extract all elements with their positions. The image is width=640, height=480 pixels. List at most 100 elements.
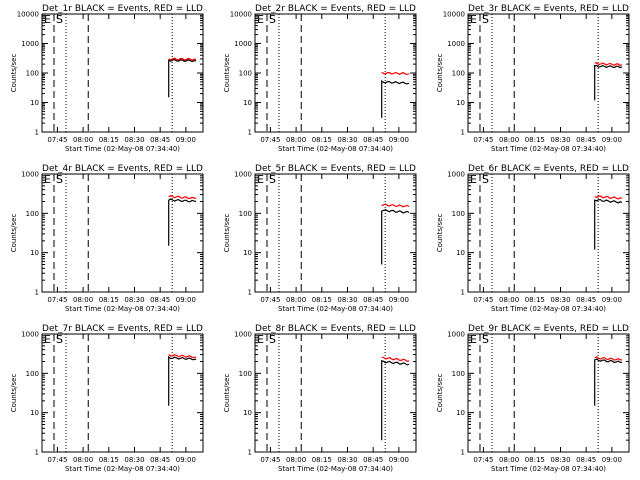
- x-tick-label: 08:45: [363, 136, 383, 144]
- x-tick-label: 08:30: [550, 296, 570, 304]
- x-tick-label: 08:30: [124, 136, 144, 144]
- series-line: [168, 58, 197, 98]
- x-tick-label: 08:45: [150, 456, 170, 464]
- plot-frame: [467, 173, 630, 293]
- plot-frame: [41, 13, 204, 133]
- x-tick-label: 08:30: [124, 296, 144, 304]
- x-tick-label: 08:00: [286, 296, 306, 304]
- time-marker-label: E: [257, 173, 264, 186]
- y-tick-label: 10: [456, 249, 465, 257]
- x-tick-label: 07:45: [260, 136, 280, 144]
- chart-panel: Det_4r BLACK = Events, RED = LLD 1 10 100 10…: [10, 164, 204, 313]
- x-tick-label: 08:45: [576, 456, 596, 464]
- series-line: [168, 194, 197, 200]
- x-tick-label: 08:15: [525, 136, 545, 144]
- time-marker-label: S: [482, 13, 489, 26]
- x-tick-label: 08:00: [73, 456, 93, 464]
- y-tick-label: 10: [456, 409, 465, 417]
- x-tick-label: 07:45: [260, 456, 280, 464]
- chart-title: Det_2r BLACK = Events, RED = LLD: [255, 4, 416, 14]
- x-tick-label: 08:00: [499, 296, 519, 304]
- x-tick-label: 09:00: [602, 296, 622, 304]
- y-axis-label: Counts/sec: [436, 374, 444, 413]
- chart-panel: Det_6r BLACK = Events, RED = LLD 1 10 100 10…: [436, 164, 630, 313]
- y-tick-label: 100: [452, 370, 465, 378]
- chart-panel: Det_8r BLACK = Events, RED = LLD 1 10 100 10…: [223, 324, 417, 473]
- y-tick-label: 1000: [447, 171, 465, 179]
- x-tick-label: 08:15: [525, 296, 545, 304]
- y-tick-label: 1000: [234, 171, 252, 179]
- y-tick-label: 1: [248, 129, 252, 137]
- x-axis-label: Start Time (02-May-08 07:34:40): [65, 145, 180, 153]
- y-tick-label: 1: [35, 129, 39, 137]
- y-axis-label: Counts/sec: [10, 374, 18, 413]
- y-tick-label: 1: [35, 449, 39, 457]
- time-marker-label: E: [257, 13, 264, 26]
- x-tick-label: 07:45: [473, 296, 493, 304]
- time-marker-label: E: [470, 13, 477, 26]
- time-marker-label: E: [44, 173, 51, 186]
- series-line: [594, 195, 623, 200]
- y-tick-label: 10000: [17, 11, 39, 19]
- x-tick-label: 08:15: [99, 296, 119, 304]
- x-tick-label: 08:30: [550, 456, 570, 464]
- plot-frame: [467, 13, 630, 133]
- x-tick-label: 09:00: [602, 136, 622, 144]
- y-tick-label: 1: [248, 289, 252, 297]
- y-tick-label: 1000: [447, 331, 465, 339]
- x-axis-label: Start Time (02-May-08 07:34:40): [491, 305, 606, 313]
- y-tick-label: 100: [452, 210, 465, 218]
- x-tick-label: 08:15: [312, 296, 332, 304]
- y-tick-label: 100: [239, 70, 252, 78]
- x-tick-label: 07:45: [47, 136, 67, 144]
- time-marker-label: E: [44, 333, 51, 346]
- chart-title: Det_3r BLACK = Events, RED = LLD: [468, 4, 629, 14]
- x-tick-label: 08:45: [363, 456, 383, 464]
- series-line: [381, 79, 410, 118]
- time-marker-label: S: [269, 173, 276, 186]
- x-tick-label: 08:45: [576, 136, 596, 144]
- y-axis-label: Counts/sec: [223, 374, 231, 413]
- x-tick-label: 08:00: [286, 456, 306, 464]
- x-tick-label: 09:00: [176, 296, 196, 304]
- time-marker-label: S: [269, 333, 276, 346]
- series-line: [381, 203, 410, 208]
- plot-frame: [41, 173, 204, 293]
- chart-title: Det_7r BLACK = Events, RED = LLD: [42, 324, 203, 334]
- series-line: [594, 199, 623, 250]
- x-tick-label: 08:15: [312, 456, 332, 464]
- x-tick-label: 07:45: [473, 136, 493, 144]
- series-line: [168, 57, 197, 61]
- chart-title: Det_9r BLACK = Events, RED = LLD: [468, 324, 629, 334]
- y-tick-label: 100: [26, 370, 39, 378]
- series-line: [381, 356, 410, 362]
- y-tick-label: 10: [243, 409, 252, 417]
- time-marker-label: S: [269, 13, 276, 26]
- x-axis-label: Start Time (02-May-08 07:34:40): [491, 145, 606, 153]
- plot-frame: [41, 333, 204, 453]
- chart-title: Det_5r BLACK = Events, RED = LLD: [255, 164, 416, 174]
- time-marker-label: S: [56, 173, 63, 186]
- series-line: [168, 198, 197, 246]
- series-line: [168, 355, 197, 406]
- x-tick-label: 09:00: [176, 136, 196, 144]
- x-tick-label: 09:00: [389, 456, 409, 464]
- y-tick-label: 100: [239, 370, 252, 378]
- y-tick-label: 1: [35, 289, 39, 297]
- x-tick-label: 08:45: [150, 296, 170, 304]
- series-line: [381, 209, 410, 265]
- x-tick-label: 09:00: [602, 456, 622, 464]
- y-tick-label: 10: [456, 99, 465, 107]
- chart-panel: Det_3r BLACK = Events, RED = LLD 1 10 100 10…: [436, 4, 630, 153]
- time-marker-label: E: [470, 333, 477, 346]
- y-tick-label: 1000: [234, 331, 252, 339]
- x-tick-label: 08:15: [99, 136, 119, 144]
- x-tick-label: 09:00: [176, 456, 196, 464]
- time-marker-label: E: [470, 173, 477, 186]
- x-tick-label: 08:00: [73, 136, 93, 144]
- y-tick-label: 1: [248, 449, 252, 457]
- x-axis-label: Start Time (02-May-08 07:34:40): [278, 305, 393, 313]
- series-line: [594, 356, 623, 361]
- chart-title: Det_8r BLACK = Events, RED = LLD: [255, 324, 416, 334]
